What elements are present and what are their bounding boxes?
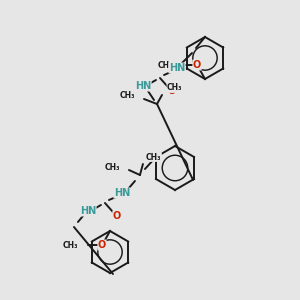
Text: CH₃: CH₃ <box>146 152 161 161</box>
Text: CH₃: CH₃ <box>119 92 135 100</box>
Text: O: O <box>168 86 176 96</box>
Text: CH₃: CH₃ <box>158 61 173 70</box>
Text: HN: HN <box>169 63 185 73</box>
Text: HN: HN <box>114 188 130 198</box>
Text: CH₃: CH₃ <box>167 83 182 92</box>
Text: HN: HN <box>135 81 151 91</box>
Text: O: O <box>113 211 121 221</box>
Text: O: O <box>193 60 201 70</box>
Text: CH₃: CH₃ <box>62 241 78 250</box>
Text: O: O <box>98 240 106 250</box>
Text: CH₃: CH₃ <box>104 163 120 172</box>
Text: HN: HN <box>80 206 96 216</box>
